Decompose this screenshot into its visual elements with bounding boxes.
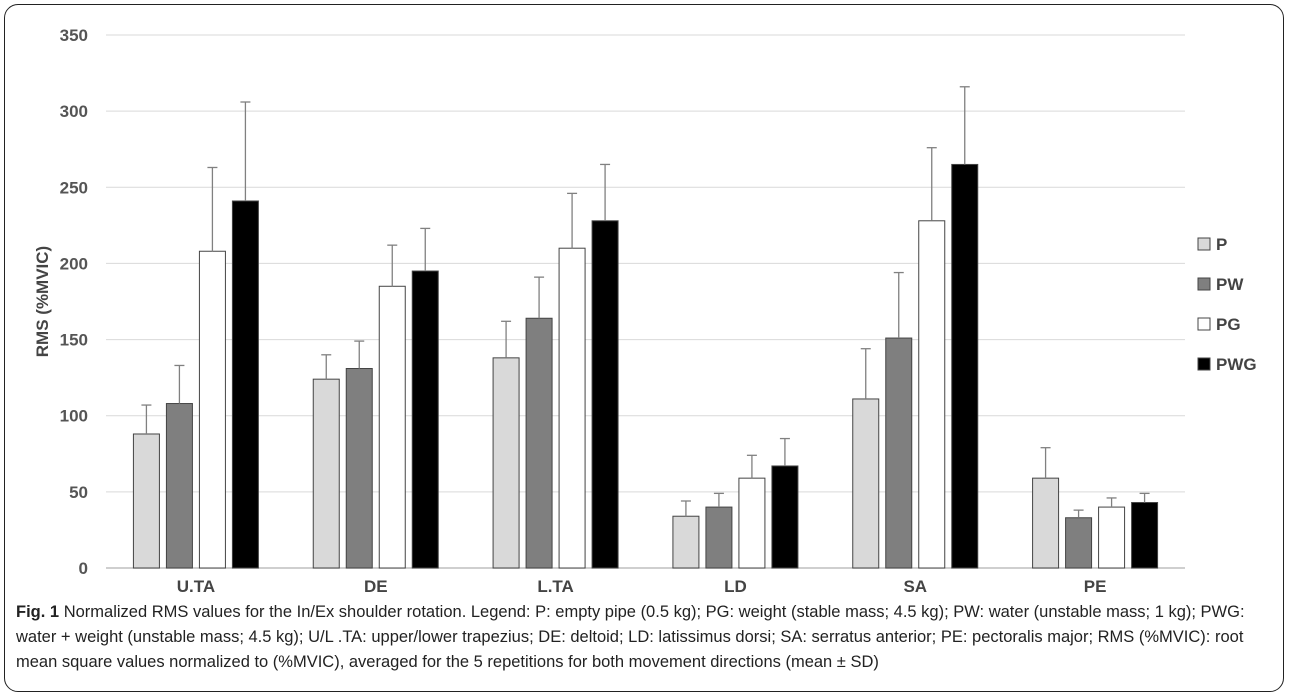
legend-swatch-pg: [1197, 317, 1211, 331]
bar-pw-pe: [1065, 517, 1093, 569]
bar-pwg-ld: [771, 465, 799, 569]
bar-pg-ld: [738, 477, 766, 569]
x-tick-label: PE: [1084, 577, 1107, 596]
y-tick-label: 150: [60, 331, 88, 350]
bar-chart: 0 50 100 150 200 250 300 350 RMS (%MVIC) U.TA DE L.…: [33, 26, 1257, 596]
x-tick-label: DE: [364, 577, 388, 596]
legend-swatch-p: [1197, 237, 1211, 251]
bar-pw-uta: [165, 403, 193, 569]
bar-pwg-pe: [1131, 502, 1159, 569]
bar-pg-lta: [558, 247, 586, 569]
x-tick-label: SA: [903, 577, 927, 596]
x-tick-label: LD: [724, 577, 747, 596]
legend-swatch-pwg: [1197, 357, 1211, 371]
y-tick-label: 350: [60, 26, 88, 45]
bar-pwg-sa: [951, 163, 979, 569]
bar-pg-sa: [918, 220, 946, 569]
y-tick-label: 250: [60, 178, 88, 197]
y-tick-label: 200: [60, 254, 88, 273]
bar-pg-de: [378, 285, 406, 569]
bar-pg-uta: [198, 250, 226, 569]
bar-p-sa: [852, 398, 880, 569]
bar-pg-pe: [1098, 506, 1126, 569]
caption-label: Fig. 1: [16, 603, 60, 621]
figure-caption: Fig. 1 Normalized RMS values for the In/…: [16, 600, 1278, 675]
bar-pwg-uta: [231, 200, 259, 569]
x-tick-label: U.TA: [177, 577, 215, 596]
bar-pwg-lta: [591, 220, 619, 569]
legend-label-p: P: [1216, 235, 1227, 254]
bar-p-uta: [132, 433, 160, 569]
bar-p-ld: [672, 515, 700, 569]
x-tick-label: L.TA: [537, 577, 574, 596]
bar-pw-de: [345, 368, 373, 569]
y-tick-label: 0: [79, 559, 88, 578]
legend-label-pwg: PWG: [1216, 355, 1257, 374]
bar-pw-lta: [525, 317, 553, 569]
bar-pw-sa: [885, 337, 913, 569]
y-tick-label: 50: [69, 483, 88, 502]
bar-p-pe: [1032, 477, 1060, 569]
legend-label-pg: PG: [1216, 315, 1241, 334]
y-tick-label: 100: [60, 407, 88, 426]
legend-swatch-pw: [1197, 277, 1211, 291]
bar-pw-ld: [705, 506, 733, 569]
bar-p-lta: [492, 357, 520, 569]
y-axis-title: RMS (%MVIC): [33, 246, 52, 357]
bar-pwg-de: [411, 270, 439, 569]
caption-text: Normalized RMS values for the In/Ex shou…: [16, 603, 1245, 671]
bar-p-de: [312, 378, 340, 569]
legend-label-pw: PW: [1216, 275, 1244, 294]
y-tick-label: 300: [60, 102, 88, 121]
